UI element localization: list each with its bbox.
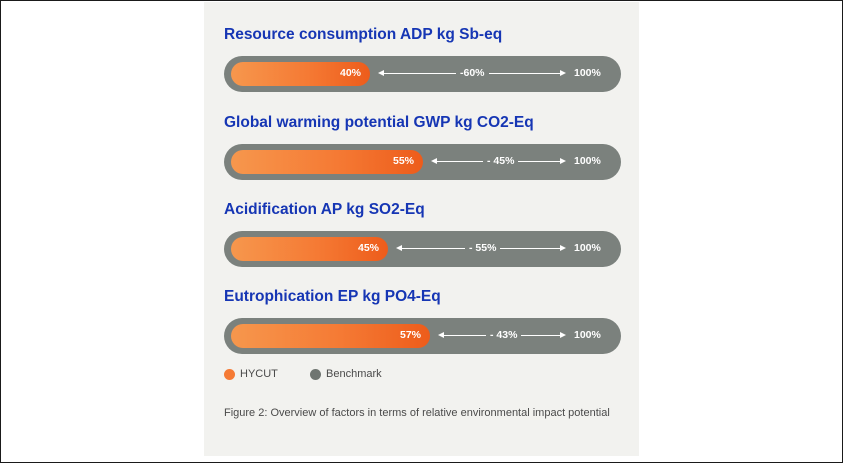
difference-label: - 43% [486, 329, 522, 341]
hycut-value-label: 40% [340, 67, 362, 79]
benchmark-value-label: 100% [574, 67, 601, 79]
hycut-value-label: 55% [393, 155, 415, 167]
hycut-bar [231, 150, 423, 174]
legend-swatch-benchmark [310, 369, 321, 380]
metric-title: Acidification AP kg SO2-Eq [224, 201, 425, 218]
hycut-bar [231, 237, 388, 261]
difference-label: -60% [456, 67, 489, 79]
legend-swatch-hycut [224, 369, 235, 380]
benchmark-bar: 55% - 45% 100% [224, 144, 621, 180]
benchmark-bar: 45% - 55% 100% [224, 231, 621, 267]
difference-label: - 55% [465, 242, 501, 254]
benchmark-bar: 57% - 43% 100% [224, 318, 621, 354]
metric-title: Eutrophication EP kg PO4-Eq [224, 288, 441, 305]
arrow-left-icon [378, 70, 384, 76]
arrow-left-icon [438, 332, 444, 338]
arrow-right-icon [560, 332, 566, 338]
benchmark-bar: 40% -60% 100% [224, 56, 621, 92]
legend-label-hycut: HYCUT [240, 368, 278, 380]
difference-label: - 45% [483, 155, 519, 167]
figure-caption: Figure 2: Overview of factors in terms o… [224, 407, 610, 419]
arrow-right-icon [560, 70, 566, 76]
metric-title: Global warming potential GWP kg CO2-Eq [224, 114, 534, 131]
arrow-left-icon [396, 245, 402, 251]
arrow-right-icon [560, 158, 566, 164]
benchmark-value-label: 100% [574, 155, 601, 167]
arrow-right-icon [560, 245, 566, 251]
hycut-value-label: 45% [358, 242, 380, 254]
arrow-left-icon [431, 158, 437, 164]
benchmark-value-label: 100% [574, 242, 601, 254]
metric-title: Resource consumption ADP kg Sb-eq [224, 26, 503, 43]
legend-label-benchmark: Benchmark [326, 368, 382, 380]
hycut-bar [231, 62, 370, 86]
hycut-value-label: 57% [400, 329, 422, 341]
benchmark-value-label: 100% [574, 329, 601, 341]
hycut-bar [231, 324, 430, 348]
